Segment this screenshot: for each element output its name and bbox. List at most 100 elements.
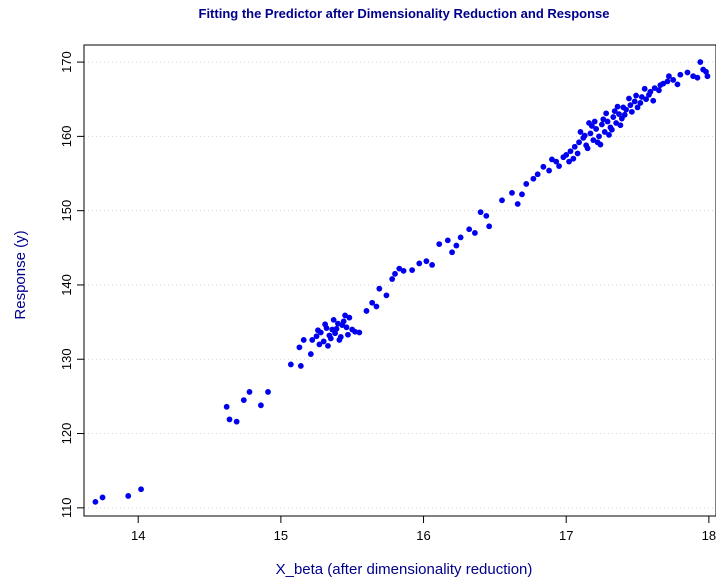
y-tick-label: 120 — [59, 423, 74, 445]
data-point — [574, 150, 581, 157]
data-point — [540, 163, 547, 170]
data-point — [376, 285, 383, 292]
data-point — [694, 74, 701, 81]
data-point — [637, 100, 644, 106]
data-point — [499, 197, 505, 204]
x-axis-label: X_beta (after dimensionality reduction) — [276, 561, 533, 578]
data-point — [684, 69, 691, 76]
data-point — [409, 267, 416, 273]
data-point — [597, 141, 604, 148]
grid-lines — [84, 61, 716, 509]
data-point — [523, 181, 530, 187]
data-point — [246, 389, 253, 395]
data-point — [297, 363, 304, 369]
data-point — [477, 209, 484, 216]
data-point — [549, 156, 555, 163]
data-point — [449, 249, 455, 256]
data-point — [664, 78, 671, 85]
data-point — [265, 389, 271, 395]
data-point — [614, 103, 621, 110]
x-tick-label: 18 — [702, 528, 716, 543]
data-point — [346, 314, 353, 321]
data-point — [591, 118, 598, 125]
y-axis-label: Response (y) — [12, 230, 29, 319]
data-point — [566, 158, 572, 165]
data-point — [633, 92, 640, 99]
data-point — [383, 292, 390, 299]
data-point — [576, 139, 582, 146]
data-point — [423, 258, 430, 265]
data-point — [138, 486, 144, 493]
data-point — [570, 155, 577, 162]
data-point — [307, 351, 314, 357]
data-point — [598, 121, 605, 128]
data-point — [704, 73, 711, 80]
data-point — [444, 237, 451, 244]
data-point — [627, 102, 634, 109]
data-point — [584, 145, 591, 152]
data-point — [577, 129, 584, 135]
data-point — [601, 129, 608, 135]
data-point — [233, 418, 240, 425]
data-point — [483, 212, 490, 219]
data-point — [603, 110, 610, 117]
data-point — [530, 175, 537, 182]
data-point — [322, 321, 329, 328]
data-point — [666, 73, 672, 80]
data-point — [300, 337, 307, 343]
chart-title: Fitting the Predictor after Dimensionali… — [199, 6, 610, 21]
data-point — [392, 270, 398, 277]
data-point — [534, 171, 541, 178]
data-point — [571, 143, 578, 150]
y-tick-label: 140 — [59, 274, 74, 296]
data-point — [343, 324, 350, 331]
data-point — [556, 163, 562, 169]
data-point — [223, 403, 230, 410]
data-point — [613, 120, 620, 126]
data-point — [620, 104, 627, 111]
data-point — [240, 397, 247, 404]
data-point — [327, 335, 334, 342]
data-point — [309, 337, 316, 343]
x-axis: 14 15 16 17 18 — [131, 516, 716, 543]
data-point — [296, 344, 303, 351]
data-point — [703, 68, 709, 75]
data-point — [339, 322, 346, 328]
data-point — [226, 416, 233, 423]
data-point — [320, 338, 327, 345]
data-point — [697, 59, 704, 65]
data-point — [593, 126, 600, 132]
data-point — [429, 261, 435, 268]
data-point — [670, 77, 677, 83]
data-point — [389, 276, 396, 282]
data-point — [626, 95, 632, 102]
data-point — [553, 158, 560, 165]
data-point — [333, 325, 340, 332]
data-point — [471, 230, 478, 236]
data-point — [611, 108, 618, 115]
data-point — [330, 316, 337, 323]
data-point — [369, 299, 376, 306]
data-point — [332, 330, 338, 337]
data-point — [677, 71, 684, 78]
data-point — [604, 118, 611, 125]
data-point — [621, 111, 628, 118]
data-point — [315, 327, 321, 334]
data-point — [92, 498, 99, 505]
data-point — [631, 98, 638, 105]
data-points — [92, 59, 711, 505]
data-point — [586, 120, 592, 126]
data-point — [99, 494, 106, 501]
data-point — [634, 104, 641, 111]
data-point — [567, 148, 574, 155]
data-point — [416, 260, 423, 267]
data-point — [258, 402, 264, 409]
y-tick-label: 130 — [59, 348, 74, 370]
data-point — [509, 189, 515, 196]
data-point — [608, 126, 615, 133]
data-point — [396, 265, 403, 272]
data-point — [590, 137, 597, 143]
data-point — [650, 97, 657, 104]
x-tick-label: 16 — [416, 528, 430, 543]
